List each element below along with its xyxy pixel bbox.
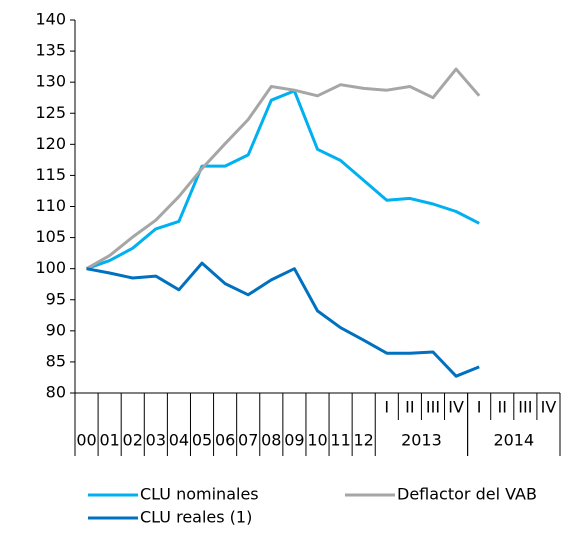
x-tick-label: IV xyxy=(448,398,464,417)
y-tick-label: 100 xyxy=(35,258,66,277)
y-tick-label: 140 xyxy=(35,10,66,29)
y-tick-label: 85 xyxy=(46,351,66,370)
y-tick-label: 135 xyxy=(35,41,66,60)
y-tick-label: 115 xyxy=(35,165,66,184)
x-tick-label: 04 xyxy=(169,431,189,450)
x-tick-label: 06 xyxy=(215,431,235,450)
x-group-label: 2013 xyxy=(401,431,442,450)
x-tick-label: I xyxy=(384,398,389,417)
y-tick-label: 80 xyxy=(46,383,66,402)
series-line xyxy=(86,89,480,271)
x-tick-label: III xyxy=(426,398,440,417)
x-tick-label: 03 xyxy=(146,431,166,450)
x-tick-label: 11 xyxy=(330,431,350,450)
x-tick-label: 05 xyxy=(192,431,212,450)
legend-label: CLU reales (1) xyxy=(140,508,252,527)
x-group-label: 2014 xyxy=(493,431,534,450)
x-tick-label: III xyxy=(518,398,532,417)
y-tick-label: 105 xyxy=(35,227,66,246)
x-tick-label: II xyxy=(405,398,414,417)
x-tick-label: 07 xyxy=(238,431,258,450)
x-tick-label: IV xyxy=(541,398,557,417)
x-tick-label: II xyxy=(498,398,507,417)
x-tick-label: 02 xyxy=(123,431,143,450)
x-tick-label: 10 xyxy=(307,431,327,450)
y-tick-label: 110 xyxy=(35,196,66,215)
y-tick-label: 130 xyxy=(35,72,66,91)
legend-label: CLU nominales xyxy=(140,485,259,504)
y-tick-label: 125 xyxy=(35,103,66,122)
legend-label: Deflactor del VAB xyxy=(397,485,537,504)
y-tick-label: 90 xyxy=(46,320,66,339)
series-line xyxy=(85,67,481,271)
series-line xyxy=(86,261,480,378)
x-tick-label: 08 xyxy=(261,431,281,450)
x-tick-label: 09 xyxy=(284,431,304,450)
x-tick-label: 00 xyxy=(76,431,96,450)
y-tick-label: 120 xyxy=(35,134,66,153)
x-tick-label: I xyxy=(477,398,482,417)
x-tick-label: 01 xyxy=(99,431,119,450)
x-tick-label: 12 xyxy=(354,431,374,450)
y-tick-label: 95 xyxy=(46,289,66,308)
